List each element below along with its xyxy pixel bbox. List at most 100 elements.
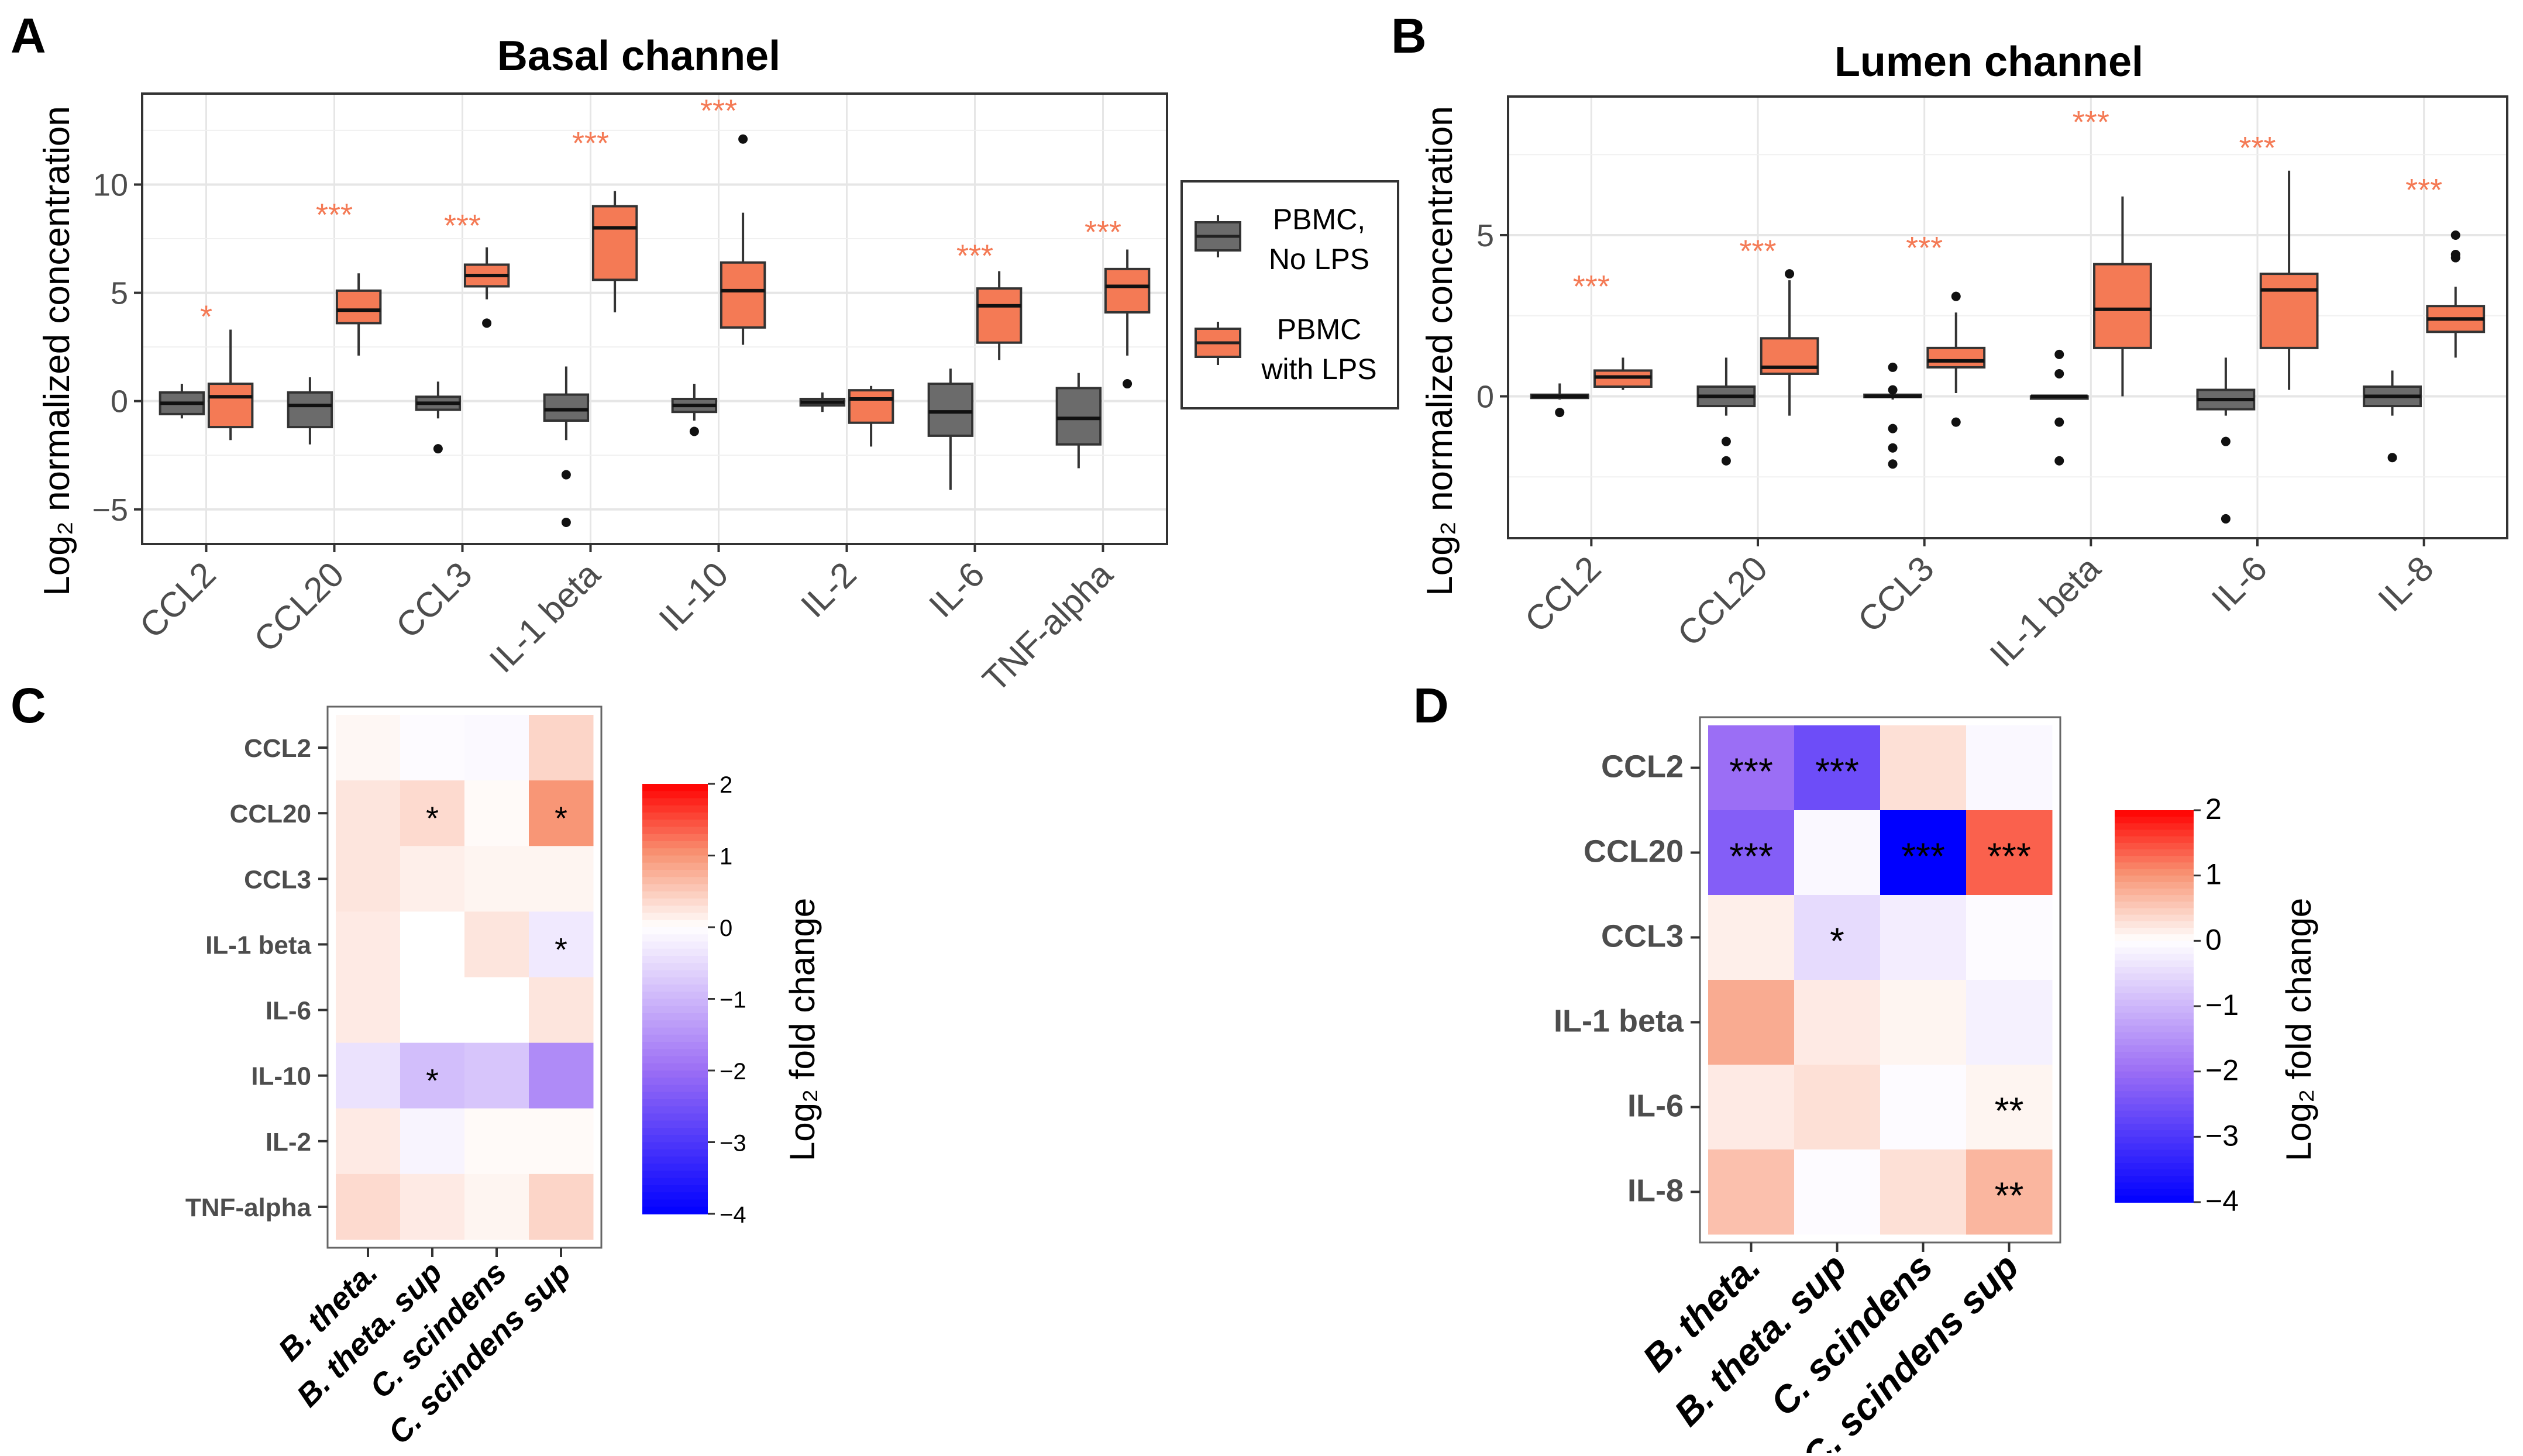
- panel-c-colorbar-segment: [642, 1078, 708, 1086]
- panel-c-colorbar-segment: [642, 977, 708, 985]
- panel-d-colorbar-segment: [2115, 882, 2194, 889]
- panel-c-colorbar-segment: [642, 827, 708, 835]
- panel-c-colorbar-segment: [642, 1120, 708, 1128]
- panel-b-il-1-beta-no-lps-outlier: [2054, 417, 2064, 427]
- panel-d-cell-il-1-beta-c-scindens: [1880, 980, 1967, 1065]
- panel-c-colorbar-label: Log₂ fold change: [783, 898, 822, 1161]
- panel-b-ccl3-no-lps-outlier: [1888, 459, 1898, 469]
- panel-d-colorbar-segment: [2115, 869, 2194, 876]
- panel-d-colorbar-segment: [2115, 1189, 2194, 1196]
- panel-c-colorbar-label-4: −2: [720, 1059, 746, 1085]
- panel-d-cell-il-8-c-scindens-sup: [1966, 1149, 2053, 1235]
- panel-a-ytick-label: 0: [111, 384, 128, 419]
- panel-b-xtick-il-1-beta: IL-1 beta: [1982, 548, 2108, 674]
- panel-c-colorbar-segment: [642, 870, 708, 878]
- panel-d-colorbar-label-4: −2: [2205, 1054, 2239, 1087]
- panel-a-ytick-label: −5: [92, 493, 128, 528]
- panel-a-il-6-with-lps-box: [976, 287, 1023, 344]
- panel-c-colorbar-segment: [642, 1085, 708, 1093]
- panel-b-il-1-beta-no-lps-outlier: [2054, 369, 2064, 378]
- panel-d-colorbar-segment: [2115, 914, 2194, 922]
- panel-d-colorbar-segment: [2115, 1169, 2194, 1177]
- panel-c-cell-il-6-b-theta-sup: [400, 977, 465, 1044]
- panel-c-cell-il-2-b-theta-sup: [400, 1108, 465, 1175]
- panel-d-colorbar-segment: [2115, 836, 2194, 844]
- panel-d-row-label-il-1-beta: IL-1 beta: [1554, 1004, 1684, 1039]
- panel-a-ccl3-no-lps-outlier: [433, 444, 443, 454]
- panel-b-xtick-il-6: IL-6: [2204, 549, 2274, 619]
- legend: PBMC, No LPS PBMC with LPS: [1180, 180, 1399, 409]
- panel-c-row-label-il-2: IL-2: [266, 1128, 311, 1156]
- panel-d-cell-ccl20-c-scindens-sup: [1966, 810, 2053, 896]
- legend-label-no-lps-line1: PBMC,: [1273, 203, 1365, 236]
- panel-d-cell-il-8-b-theta: [1708, 1149, 1795, 1235]
- panel-c-colorbar-segment: [642, 820, 708, 828]
- panel-c-colorbar-segment: [642, 834, 708, 842]
- panel-c-cell-tnf-alpha-c-scindens-sup: [529, 1173, 594, 1240]
- panel-c-cell-ccl20-c-scindens-sup: [529, 780, 594, 846]
- panel-a-significance-ccl3: ***: [444, 208, 481, 243]
- panel-d-star-ccl3-b-theta-sup: *: [1830, 920, 1844, 962]
- panel-d-cell-ccl20-c-scindens: [1880, 810, 1967, 896]
- panel-a-tnf-alpha-no-lps-box: [1055, 387, 1102, 446]
- panel-letter-b: B: [1391, 8, 1427, 63]
- panel-a-il-1-beta-no-lps-outlier: [561, 470, 571, 480]
- panel-a-plot-area: −5 0 5 10 CCL2 * CCL20 *** CCL3 *** IL-1 beta *** IL…: [92, 92, 1168, 700]
- panel-d-colorbar-segment: [2115, 1124, 2194, 1131]
- panel-d-colorbar-segment: [2115, 986, 2194, 994]
- panel-c-colorbar-segment: [642, 1106, 708, 1114]
- panel-c-heatmap: CCL2 CCL20 * * CCL3 IL-1 beta * IL-6 IL-10 * IL-2 T…: [185, 705, 822, 1451]
- panel-b-significance-ccl2: ***: [1573, 269, 1610, 304]
- panel-d-cell-ccl3-c-scindens: [1880, 895, 1967, 980]
- panel-a-tnf-alpha-with-lps-box: [1104, 267, 1151, 314]
- panel-c-colorbar-segment: [642, 970, 708, 978]
- panel-a-il-10-with-lps-box: [720, 261, 766, 329]
- panel-c-colorbar-segment: [642, 1185, 708, 1193]
- panel-d-cell-ccl3-b-theta: [1708, 895, 1795, 980]
- panel-c-row-label-il-1-beta: IL-1 beta: [205, 931, 311, 959]
- panel-b-ccl3-no-lps-outlier: [1888, 443, 1898, 453]
- panel-d-colorbar-label-6: −4: [2205, 1185, 2239, 1217]
- panel-c-colorbar-segment: [642, 941, 708, 949]
- panel-d-colorbar-segment: [2115, 1091, 2194, 1099]
- panel-d-colorbar-segment: [2115, 810, 2194, 818]
- panel-b-il-8-with-lps-outlier: [2450, 253, 2460, 263]
- panel-c-colorbar-segment: [642, 992, 708, 1000]
- panel-c-colorbar-segment: [642, 1056, 708, 1064]
- panel-a-xtick-tnf-alpha: TNF-alpha: [975, 554, 1120, 699]
- panel-d-cell-ccl2-b-theta: [1708, 725, 1795, 811]
- panel-a-boxplot: Basal channel Log₂ normalized concentrat…: [37, 33, 1168, 700]
- panel-c-colorbar-label-6: −4: [720, 1202, 746, 1228]
- panel-a-ytick-label: 5: [111, 276, 128, 311]
- panel-c-star-ccl20-c-scindens-sup: *: [555, 800, 567, 837]
- panel-d-colorbar-segment: [2115, 817, 2194, 824]
- panel-c-cell-ccl20-b-theta-sup: [400, 780, 465, 846]
- panel-c-colorbar-segment: [642, 1206, 708, 1214]
- legend-label-with-lps-line1: PBMC: [1277, 313, 1361, 346]
- panel-c-colorbar-segment: [642, 862, 708, 870]
- panel-c-cell-tnf-alpha-b-theta-sup: [400, 1173, 465, 1240]
- panel-d-row-label-il-6: IL-6: [1627, 1089, 1684, 1124]
- panel-d-cell-ccl20-b-theta: [1708, 810, 1795, 896]
- panel-a-ccl3-with-lps-outlier: [482, 318, 492, 328]
- panel-d-colorbar-segment: [2115, 1130, 2194, 1138]
- panel-d-colorbar-segment: [2115, 908, 2194, 915]
- panel-c-row-label-ccl20: CCL20: [230, 800, 311, 828]
- panel-c-cell-ccl2-b-theta: [336, 715, 401, 781]
- panel-c-heatmap-cells: CCL2 CCL20 * * CCL3 IL-1 beta * IL-6 IL-10 * IL-2 T…: [185, 705, 746, 1451]
- panel-d-colorbar-segment: [2115, 889, 2194, 896]
- panel-a-il-10-no-lps-outlier: [689, 426, 699, 436]
- panel-b-significance-il-6: ***: [2239, 130, 2276, 166]
- panel-c-colorbar-segment: [642, 1034, 708, 1042]
- panel-d-cell-ccl2-b-theta-sup: [1794, 725, 1881, 811]
- panel-c-colorbar-segment: [642, 913, 708, 921]
- panel-c-row-label-ccl2: CCL2: [244, 734, 311, 763]
- panel-a-xtick-ccl20: CCL20: [246, 555, 351, 659]
- panel-b-il-6-with-lps-box: [2259, 273, 2319, 349]
- panel-c-star-il-10-b-theta-sup: *: [426, 1062, 439, 1099]
- panel-d-cell-il-6-c-scindens-sup: [1966, 1065, 2053, 1150]
- panel-d-colorbar-segment: [2115, 967, 2194, 975]
- panel-b-ccl3-with-lps-box: [1926, 346, 1986, 369]
- panel-b-xtick-ccl3: CCL3: [1850, 549, 1942, 640]
